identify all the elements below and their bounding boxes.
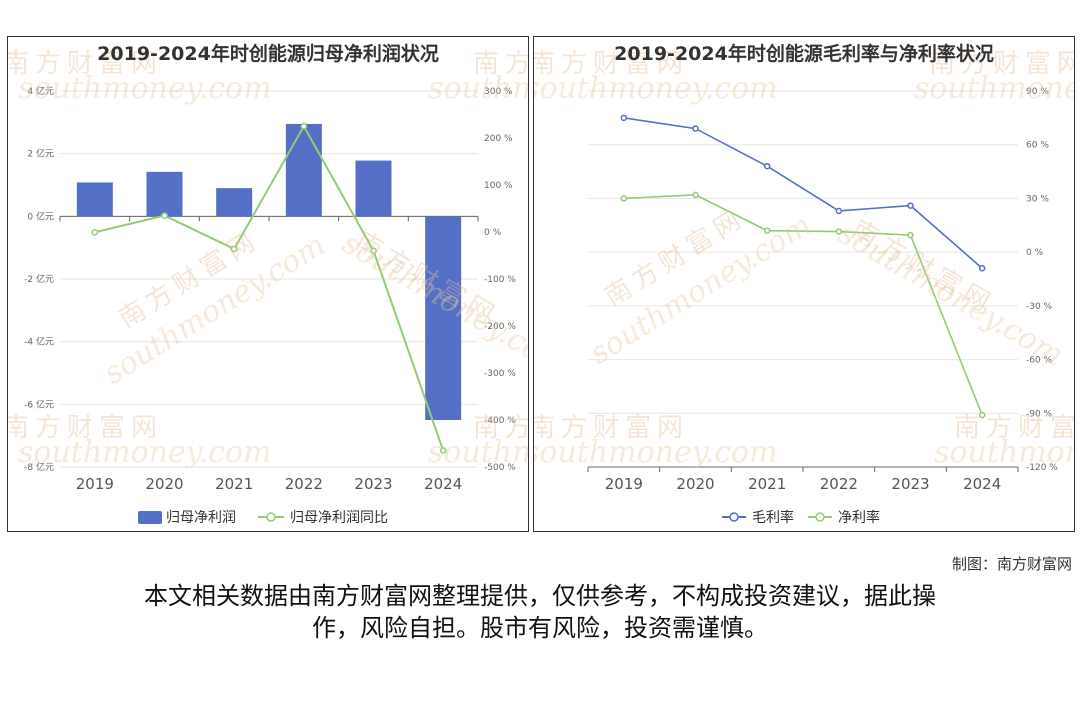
x-tick-label: 2021 bbox=[748, 475, 786, 493]
bar-net-profit bbox=[355, 160, 392, 217]
point-gross-margin bbox=[978, 265, 986, 272]
margin-chart: 90 % 60 % 30 % 0 % -30 % -60 % -90 % -120 % 2019… bbox=[587, 87, 1058, 526]
line-net-margin bbox=[623, 194, 983, 416]
legend-swatch-marker bbox=[729, 512, 739, 522]
line-yoy bbox=[94, 124, 445, 451]
disclaimer: 本文相关数据由南方财富网整理提供，仅供参考，不构成投资建议，据此操 作，风险自担… bbox=[90, 580, 990, 644]
y2-tick-label: -200 % bbox=[484, 322, 516, 332]
x-tick-label: 2023 bbox=[891, 475, 929, 493]
chart-panel-net-profit: 南方财富网 southmoney.com 南方财富网 southmoney.co… bbox=[7, 36, 529, 532]
y-tick-label: 60 % bbox=[1026, 141, 1049, 151]
y2-tick-label: -100 % bbox=[484, 275, 516, 285]
y-tick-label: 0 % bbox=[1026, 248, 1044, 258]
x-tick-label: 2020 bbox=[676, 475, 714, 493]
y-tick-label: -6 亿元 bbox=[24, 398, 54, 410]
legend-swatch-bar bbox=[138, 511, 162, 524]
point-net-margin bbox=[978, 411, 986, 419]
y2-tick-label: -300 % bbox=[484, 369, 516, 379]
y-tick-label: 0 亿元 bbox=[27, 210, 54, 222]
y2-tick-label: 100 % bbox=[484, 181, 513, 191]
legend-label: 净利率 bbox=[838, 509, 880, 526]
disclaimer-line: 本文相关数据由南方财富网整理提供，仅供参考，不构成投资建议，据此操 bbox=[144, 582, 936, 610]
y2-tick-label: 0 % bbox=[484, 228, 502, 238]
legend-label: 归母净利润 bbox=[166, 509, 236, 526]
point-net-margin bbox=[620, 195, 628, 202]
y-tick-label: -90 % bbox=[1026, 409, 1053, 419]
y-tick-label: 4 亿元 bbox=[27, 85, 54, 97]
point-yoy bbox=[370, 247, 377, 255]
bar-net-profit bbox=[76, 182, 113, 217]
y2-tick-label: -500 % bbox=[484, 463, 516, 473]
point-gross-margin bbox=[620, 114, 628, 122]
point-gross-margin bbox=[692, 125, 699, 132]
x-tick-label: 2023 bbox=[354, 475, 392, 493]
x-tick-label: 2020 bbox=[145, 475, 183, 493]
legend-label: 归母净利润同比 bbox=[290, 509, 388, 526]
point-net-margin bbox=[835, 228, 843, 235]
x-tick-label: 2022 bbox=[820, 475, 858, 493]
y-tick-label: 90 % bbox=[1026, 87, 1049, 97]
y-tick-label: 2 亿元 bbox=[27, 148, 54, 160]
y-tick-label: 30 % bbox=[1026, 194, 1049, 204]
point-yoy bbox=[161, 212, 168, 219]
legend-swatch-marker bbox=[815, 512, 825, 522]
y2-tick-label: -400 % bbox=[484, 416, 516, 426]
net-profit-chart: 4 亿元 2 亿元 0 亿元 -2 亿元 -4 亿元 -6 亿元 -8 亿元 300 % 200… bbox=[24, 85, 516, 526]
chart-title: 2019-2024年时创能源毛利率与净利率状况 bbox=[614, 43, 994, 65]
point-yoy bbox=[439, 447, 447, 454]
bar-net-profit bbox=[146, 171, 183, 217]
disclaimer-line: 作，风险自担。股市有风险，投资需谨慎。 bbox=[312, 614, 768, 642]
y-tick-label: -8 亿元 bbox=[24, 461, 54, 473]
chart-panel-margins: 南方财富网 southmoney.com 南方财富网 southmoney.co… bbox=[533, 36, 1075, 532]
x-tick-label: 2019 bbox=[76, 475, 114, 493]
x-tick-label: 2019 bbox=[605, 475, 643, 493]
chart-title: 2019-2024年时创能源归母净利润状况 bbox=[97, 43, 439, 65]
y-tick-label: -60 % bbox=[1026, 356, 1053, 366]
bar-net-profit bbox=[425, 216, 462, 420]
y2-tick-label: 200 % bbox=[484, 134, 513, 144]
point-yoy bbox=[300, 122, 308, 130]
point-yoy bbox=[91, 228, 99, 236]
point-yoy bbox=[230, 245, 238, 253]
line-gross-margin bbox=[623, 117, 983, 269]
chart-credit: 制图：南方财富网 bbox=[951, 555, 1072, 573]
point-gross-margin bbox=[763, 162, 771, 170]
bar-net-profit bbox=[285, 123, 322, 217]
y-tick-label: -2 亿元 bbox=[24, 273, 54, 285]
point-gross-margin bbox=[907, 202, 914, 209]
y-tick-label: -4 亿元 bbox=[24, 336, 54, 348]
x-tick-label: 2021 bbox=[215, 475, 253, 493]
x-tick-label: 2024 bbox=[424, 475, 462, 493]
x-tick-label: 2024 bbox=[963, 475, 1001, 493]
legend-swatch-marker bbox=[266, 512, 276, 522]
x-tick-label: 2022 bbox=[285, 475, 323, 493]
y-tick-label: -120 % bbox=[1026, 463, 1058, 473]
point-gross-margin bbox=[835, 207, 843, 215]
bar-net-profit bbox=[216, 188, 253, 217]
y-tick-label: -30 % bbox=[1026, 302, 1053, 312]
legend-label: 毛利率 bbox=[752, 509, 794, 526]
point-net-margin bbox=[763, 227, 771, 234]
y2-tick-label: 300 % bbox=[484, 87, 513, 97]
point-net-margin bbox=[692, 191, 699, 199]
point-net-margin bbox=[907, 231, 914, 239]
